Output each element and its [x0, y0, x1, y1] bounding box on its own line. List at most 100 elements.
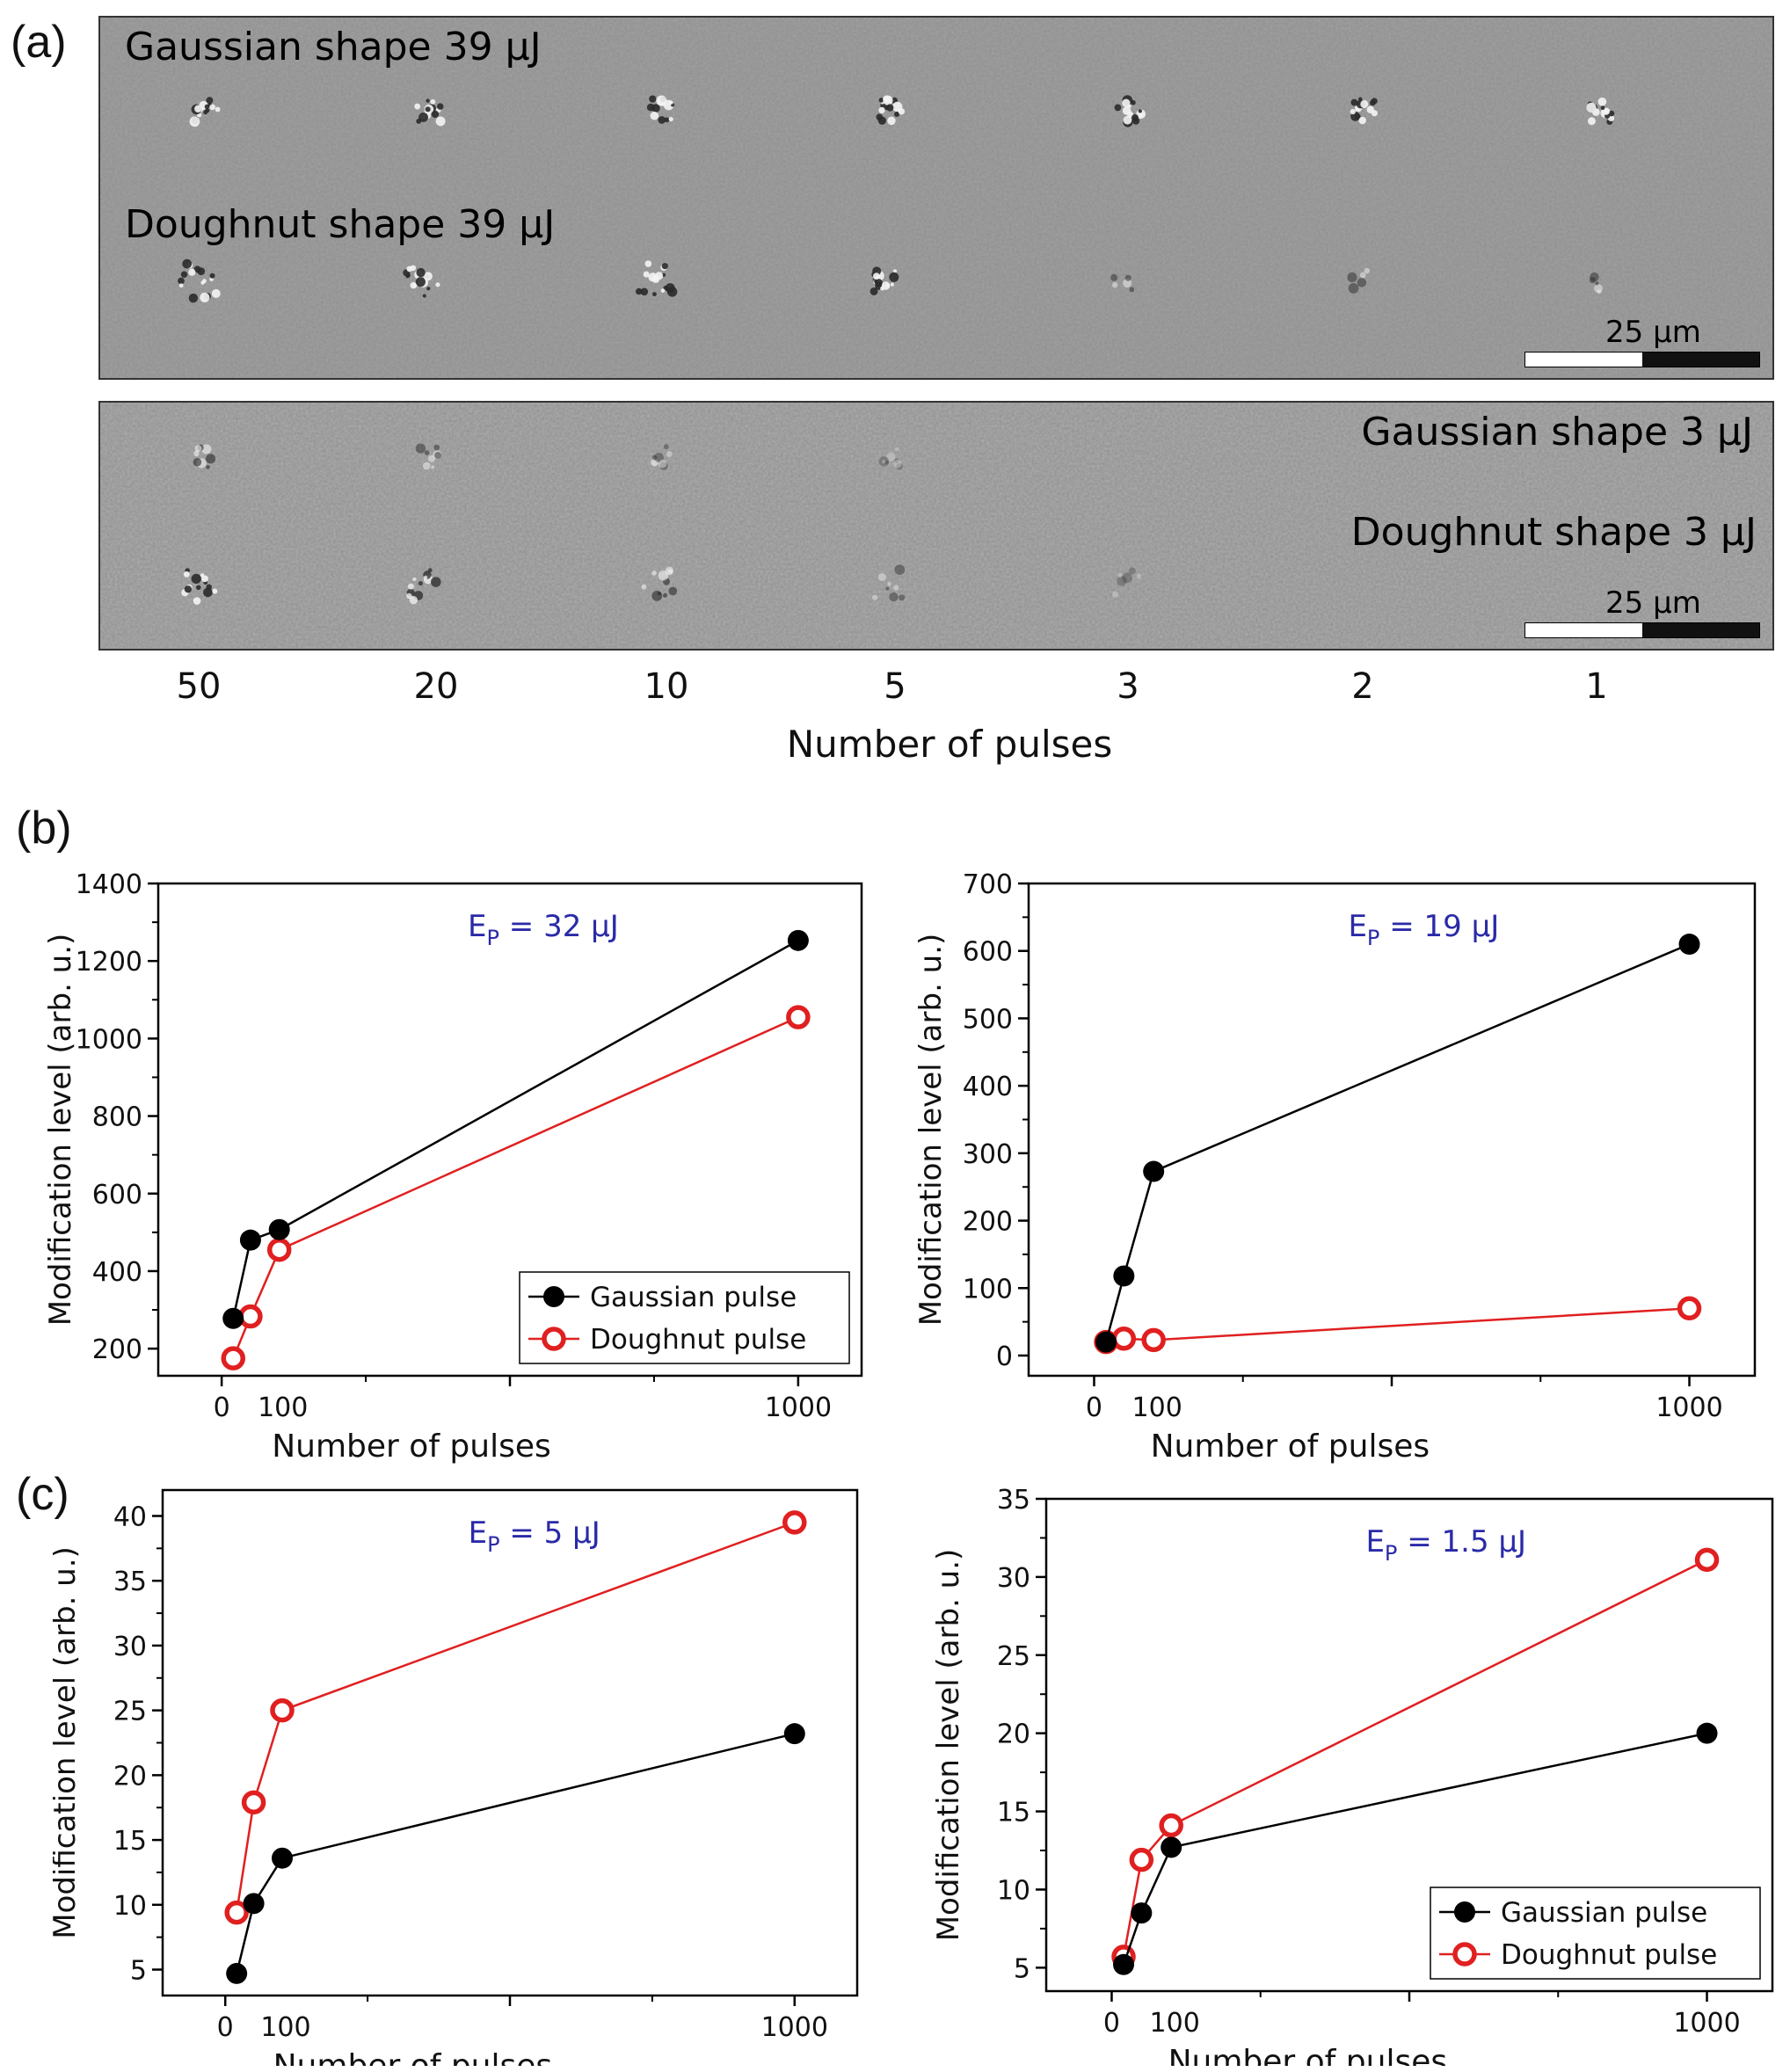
doughnut-point — [266, 1237, 292, 1262]
doughnut-point — [221, 1346, 245, 1370]
sem-texture — [100, 18, 1772, 378]
x-tick-label: 0 — [214, 1392, 230, 1423]
y-axis-title: Modification level (arb. u.) — [914, 934, 949, 1327]
y-tick-label: 5 — [130, 1956, 147, 1987]
gaussian-point — [1696, 1722, 1718, 1744]
panel-a-label: (a) — [11, 17, 67, 68]
y-tick-label: 35 — [113, 1567, 147, 1597]
ablation-spot — [641, 566, 678, 601]
ablation-spot — [1589, 272, 1603, 294]
doughnut-point — [1129, 1847, 1154, 1872]
x-tick-label: 1000 — [1655, 1392, 1722, 1423]
energy-annotation: EP = 1.5 μJ — [1365, 1524, 1526, 1566]
pulse-number-10: 10 — [644, 666, 689, 707]
doughnut-point — [1141, 1327, 1166, 1353]
chart-b-right-19uJ: 0 100 200 300 400 500 600 700 0 100 1000 Number of … — [914, 870, 1757, 1465]
y-tick-label: 10 — [113, 1891, 147, 1922]
x-axis-title: Number of pulses — [273, 2048, 553, 2066]
gaussian-3-label: Gaussian shape 3 μJ — [1361, 410, 1753, 454]
y-tick-label: 200 — [92, 1334, 142, 1365]
energy-annotation: EP = 19 μJ — [1348, 909, 1499, 950]
y-tick-label: 20 — [113, 1761, 147, 1792]
x-tick-label: 0 — [1086, 1392, 1102, 1423]
legend-marker-gaussian — [1454, 1901, 1475, 1923]
y-tick-label: 1000 — [76, 1024, 142, 1055]
doughnut-point — [1677, 1296, 1702, 1321]
chart-c-right-1p5uJ: 5 10 15 20 25 30 35 0 100 1000 Number of pulses Mod… — [932, 1486, 1774, 2066]
series-line-gaussian — [1122, 1732, 1707, 1966]
scale-bar-bottom — [1524, 622, 1760, 638]
legend-marker-doughnut — [542, 1327, 566, 1351]
ablation-spot — [1586, 97, 1615, 126]
doughnut-point — [782, 1510, 807, 1535]
x-tick-label: 100 — [1150, 2008, 1200, 2039]
gaussian-point — [239, 1229, 261, 1251]
y-tick-label: 15 — [113, 1826, 147, 1857]
gaussian-point — [787, 929, 809, 951]
legend-box — [519, 1271, 850, 1364]
y-tick-label: 30 — [113, 1632, 147, 1662]
series-line-doughnut — [235, 1521, 796, 1913]
doughnut-point — [786, 1005, 811, 1029]
doughnut-point — [1159, 1813, 1183, 1838]
y-tick-label: 15 — [997, 1798, 1030, 1828]
y-tick-label: 35 — [997, 1486, 1030, 1516]
gaussian-point — [268, 1218, 290, 1240]
doughnut-point — [238, 1304, 263, 1329]
x-tick-label: 1000 — [1673, 2008, 1740, 2039]
y-tick-label: 800 — [92, 1102, 142, 1133]
y-axis-title: Modification level (arb. u.) — [932, 1549, 966, 1942]
ablation-spot — [646, 95, 675, 124]
pulse-number-3: 3 — [1117, 666, 1139, 707]
x-tick-label: 0 — [217, 2012, 234, 2043]
gaussian-point — [222, 1307, 244, 1329]
ablation-spot — [403, 265, 440, 298]
sem-texture — [100, 403, 1772, 649]
scale-bar-label-bottom: 25 μm — [1605, 585, 1701, 621]
ablation-spot — [872, 564, 906, 602]
doughnut-39-label: Doughnut shape 39 μJ — [125, 202, 556, 247]
ablation-spot — [181, 568, 218, 605]
doughnut-point — [224, 1900, 249, 1925]
y-tick-label: 300 — [963, 1139, 1013, 1170]
y-tick-label: 10 — [997, 1875, 1030, 1906]
legend-box — [1430, 1887, 1761, 1980]
series-line-gaussian — [1104, 942, 1691, 1342]
ablation-spot — [414, 98, 446, 127]
doughnut-point — [1111, 1327, 1137, 1351]
y-axis-title: Modification level (arb. u.) — [53, 1546, 83, 1939]
chart-c-left-5uJ: 5 10 15 20 25 30 35 40 0 100 1000 Number of pulses M… — [53, 1488, 859, 2066]
gaussian-point — [1678, 934, 1700, 956]
y-tick-label: 5 — [1014, 1953, 1030, 1984]
panel-b-label: (b) — [16, 803, 72, 854]
ablation-spot — [193, 444, 216, 469]
doughnut-point — [241, 1790, 266, 1815]
ablation-spot — [870, 266, 899, 295]
ablation-spot — [1350, 97, 1378, 125]
y-tick-label: 700 — [963, 870, 1013, 900]
y-tick-label: 1200 — [76, 947, 142, 978]
scale-bar-label-top: 25 μm — [1605, 315, 1701, 350]
legend-label: Doughnut pulse — [1501, 1939, 1717, 1971]
legend-marker-gaussian — [543, 1286, 564, 1307]
pulse-number-2: 2 — [1351, 666, 1374, 707]
ablation-spot — [1114, 95, 1146, 127]
y-tick-label: 400 — [963, 1072, 1013, 1102]
series-line-gaussian — [235, 1732, 796, 1974]
legend-label: Gaussian pulse — [590, 1282, 797, 1313]
y-tick-label: 600 — [92, 1180, 142, 1210]
x-tick-label: 0 — [1103, 2008, 1120, 2039]
y-tick-label: 500 — [963, 1004, 1013, 1035]
x-tick-label: 100 — [1132, 1392, 1182, 1423]
y-tick-label: 200 — [963, 1207, 1013, 1238]
legend-label: Doughnut pulse — [590, 1324, 806, 1356]
y-tick-label: 30 — [997, 1563, 1030, 1594]
y-tick-label: 25 — [997, 1641, 1030, 1672]
gaussian-point — [1161, 1836, 1182, 1858]
y-tick-label: 40 — [113, 1501, 147, 1532]
y-tick-label: 100 — [963, 1274, 1013, 1305]
panel-a-axis-title: Number of pulses — [786, 723, 1113, 766]
ablation-spot — [1112, 567, 1142, 598]
gaussian-point — [226, 1962, 248, 1984]
series-line-doughnut — [1105, 1307, 1690, 1343]
